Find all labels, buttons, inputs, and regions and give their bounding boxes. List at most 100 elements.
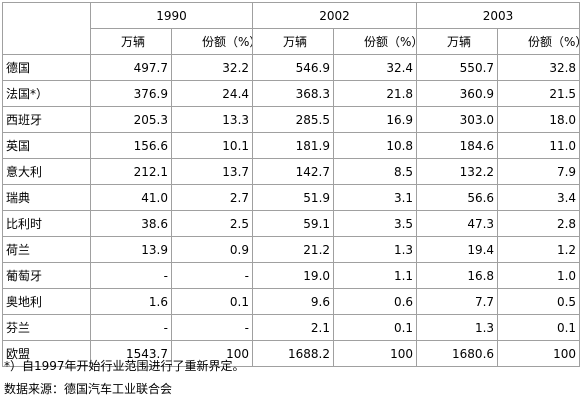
value-cell: 13.9: [90, 236, 172, 263]
value-cell: 18.0: [497, 106, 581, 133]
value-cell: 13.7: [170, 158, 254, 185]
data-row: 瑞典 41.0 2.7 51.9 3.1 56.6 3.4: [2, 184, 581, 211]
value-cell: 3.5: [333, 210, 418, 237]
data-row: 奥地利 1.6 0.1 9.6 0.6 7.7 0.5: [2, 288, 581, 315]
value-cell: -: [90, 262, 172, 289]
value-cell: 497.7: [90, 54, 172, 81]
value-cell: 10.1: [170, 132, 254, 159]
value-cell: 7.9: [497, 158, 581, 185]
value-cell: 212.1: [90, 158, 172, 185]
country-cell: 荷兰: [2, 236, 91, 263]
value-cell: 360.9: [416, 80, 499, 107]
value-cell: 156.6: [90, 132, 172, 159]
data-row: 荷兰 13.9 0.9 21.2 1.3 19.4 1.2: [2, 236, 581, 263]
value-cell: 32.8: [497, 54, 581, 81]
value-cell: 2.8: [497, 210, 581, 237]
data-row: 欧盟 1543.7 100 1688.2 100 1680.6 100: [2, 340, 581, 367]
year-header: 1990: [89, 2, 254, 29]
year-header: 2003: [416, 2, 581, 29]
country-cell: 比利时: [2, 210, 91, 237]
value-cell: 303.0: [416, 106, 499, 133]
value-cell: -: [170, 262, 254, 289]
data-row: 德国 497.7 32.2 546.9 32.4 550.7 32.8: [2, 54, 581, 81]
value-cell: 184.6: [416, 132, 499, 159]
value-cell: 3.1: [333, 184, 418, 211]
value-cell: 376.9: [90, 80, 172, 107]
data-row: 葡萄牙 - -19.0 1.1 16.8 1.0: [2, 262, 581, 289]
source: 数据来源：德国汽车工业联合会: [4, 382, 173, 396]
value-cell: 21.2: [252, 236, 335, 263]
country-cell: 德国: [2, 54, 91, 81]
value-cell: 368.3: [252, 80, 335, 107]
value-cell: 100: [497, 340, 581, 367]
subheader: 万辆: [90, 28, 172, 55]
subheader: 份额（%）: [170, 28, 254, 55]
value-cell: 0.1: [333, 314, 418, 341]
value-cell: 142.7: [252, 158, 335, 185]
value-cell: 1688.2: [252, 340, 335, 367]
value-cell: -: [170, 314, 254, 341]
value-cell: 1.2: [497, 236, 581, 263]
value-cell: 9.6: [252, 288, 335, 315]
data-row: 英国 156.6 10.1 181.9 10.8 184.6 11.0: [2, 132, 581, 159]
value-cell: 1543.7: [90, 340, 172, 367]
value-cell: 21.5: [497, 80, 581, 107]
data-row: 意大利 212.1 13.7 142.7 8.5 132.2 7.9: [2, 158, 581, 185]
value-cell: 132.2: [416, 158, 499, 185]
value-cell: 0.1: [497, 314, 581, 341]
value-cell: 47.3: [416, 210, 499, 237]
value-cell: 13.3: [170, 106, 254, 133]
value-cell: 1.0: [497, 262, 581, 289]
value-cell: 285.5: [252, 106, 335, 133]
value-cell: 10.8: [333, 132, 418, 159]
value-cell: 550.7: [416, 54, 499, 81]
subheader: 份额（%）: [333, 28, 418, 55]
subheader: 份额（%）: [497, 28, 581, 55]
value-cell: 2.7: [170, 184, 254, 211]
year-header: 2002: [252, 2, 418, 29]
country-cell: 芬兰: [2, 314, 91, 341]
value-cell: 1680.6: [416, 340, 499, 367]
value-cell: 16.8: [416, 262, 499, 289]
country-cell: 葡萄牙: [2, 262, 91, 289]
value-cell: 19.4: [416, 236, 499, 263]
country-cell: 英国: [2, 132, 91, 159]
country-cell: 欧盟: [2, 340, 91, 367]
country-cell: 瑞典: [2, 184, 91, 211]
value-cell: 7.7: [416, 288, 499, 315]
value-cell: 21.8: [333, 80, 418, 107]
value-cell: 0.5: [497, 288, 581, 315]
value-cell: 0.9: [170, 236, 254, 263]
data-row: 西班牙 205.3 13.3 285.5 16.9 303.0 18.0: [2, 106, 581, 133]
data-row: 法国*） 376.9 24.4 368.3 21.8 360.9 21.5: [2, 80, 581, 107]
value-cell: 1.6: [90, 288, 172, 315]
value-cell: 205.3: [90, 106, 172, 133]
value-cell: 100: [333, 340, 418, 367]
value-cell: 16.9: [333, 106, 418, 133]
value-cell: 56.6: [416, 184, 499, 211]
value-cell: 51.9: [252, 184, 335, 211]
value-cell: 1.1: [333, 262, 418, 289]
value-cell: 3.4: [497, 184, 581, 211]
value-cell: 1.3: [333, 236, 418, 263]
corner-cell: [2, 2, 91, 55]
table-body: 199020022003万辆份额（%）万辆份额（%）万辆份额（%）德国497.7…: [2, 2, 581, 367]
value-cell: 181.9: [252, 132, 335, 159]
value-cell: 8.5: [333, 158, 418, 185]
value-cell: 2.5: [170, 210, 254, 237]
value-cell: 24.4: [170, 80, 254, 107]
value-cell: 0.6: [333, 288, 418, 315]
header-row: 1990 2002 2003: [2, 2, 581, 55]
value-cell: 38.6: [90, 210, 172, 237]
value-cell: 32.4: [333, 54, 418, 81]
value-cell: 41.0: [90, 184, 172, 211]
data-table: 199020022003万辆份额（%）万辆份额（%）万辆份额（%）德国497.7…: [2, 2, 581, 367]
value-cell: 59.1: [252, 210, 335, 237]
value-cell: 1.3: [416, 314, 499, 341]
country-cell: 西班牙: [2, 106, 91, 133]
country-cell: 意大利: [2, 158, 91, 185]
value-cell: 2.1: [252, 314, 335, 341]
value-cell: 32.2: [170, 54, 254, 81]
